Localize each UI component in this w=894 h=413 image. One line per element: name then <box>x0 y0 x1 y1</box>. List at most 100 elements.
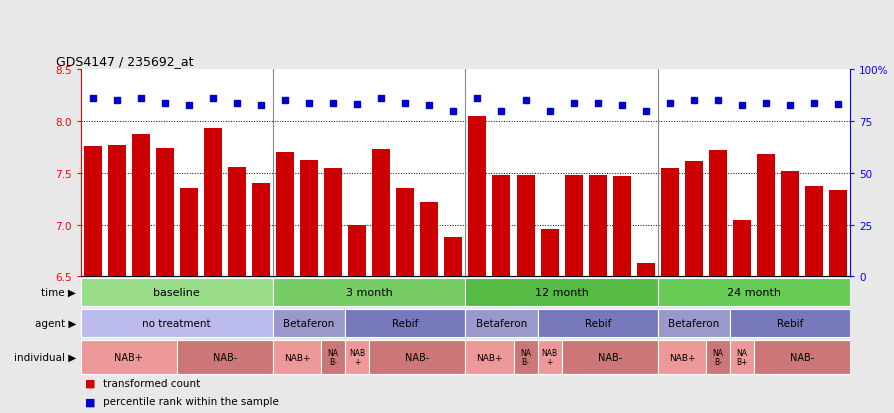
Bar <box>657 340 705 374</box>
Bar <box>465 278 657 306</box>
Bar <box>537 340 561 374</box>
Bar <box>80 340 177 374</box>
Bar <box>465 309 537 337</box>
Text: Betaferon: Betaferon <box>0 412 1 413</box>
Text: NAB+: NAB+ <box>0 412 1 413</box>
Bar <box>156 149 173 277</box>
Bar <box>273 309 345 337</box>
Bar <box>588 176 606 277</box>
Bar <box>660 168 679 277</box>
Text: no treatment: no treatment <box>0 412 1 413</box>
Bar <box>321 340 345 374</box>
Text: NA
B-: NA B- <box>0 412 1 413</box>
Text: GDS4147 / 235692_at: GDS4147 / 235692_at <box>56 55 194 68</box>
Bar <box>299 161 317 277</box>
Bar <box>540 229 558 277</box>
Bar <box>537 309 657 337</box>
Text: baseline: baseline <box>0 412 1 413</box>
Bar <box>492 176 510 277</box>
Bar <box>251 184 270 277</box>
Bar <box>368 340 465 374</box>
Bar <box>805 187 822 277</box>
Text: 24 month: 24 month <box>726 287 780 297</box>
Text: NAB+: NAB+ <box>668 353 695 362</box>
Bar <box>80 278 273 306</box>
Bar <box>753 340 849 374</box>
Text: NAB
+: NAB + <box>0 412 1 413</box>
Text: Rebif: Rebif <box>776 318 803 328</box>
Text: NAB+: NAB+ <box>0 412 1 413</box>
Text: percentile rank within the sample: percentile rank within the sample <box>103 396 279 406</box>
Bar <box>657 340 705 374</box>
Text: time ▶: time ▶ <box>41 287 76 297</box>
Bar <box>705 340 730 374</box>
Bar <box>80 278 273 306</box>
Text: ■: ■ <box>85 378 96 388</box>
Bar <box>636 263 654 277</box>
Bar <box>465 309 537 337</box>
Text: Betaferon: Betaferon <box>0 412 1 413</box>
Bar <box>345 340 369 374</box>
Bar <box>561 340 657 374</box>
Text: Rebif: Rebif <box>392 318 418 328</box>
Bar <box>372 150 390 277</box>
Bar <box>80 309 273 337</box>
Text: 24 month: 24 month <box>0 412 1 413</box>
Bar <box>730 309 849 337</box>
Bar <box>420 202 438 277</box>
Bar <box>177 340 273 374</box>
Bar <box>828 191 847 277</box>
Bar <box>468 116 486 277</box>
Text: 3 month: 3 month <box>0 412 1 413</box>
Bar <box>345 309 465 337</box>
Bar <box>684 162 702 277</box>
Text: NAB-: NAB- <box>0 412 1 413</box>
Bar <box>80 309 273 337</box>
Bar <box>708 151 726 277</box>
Text: NAB-: NAB- <box>405 352 429 362</box>
Text: Rebif: Rebif <box>0 412 1 413</box>
Text: Betaferon: Betaferon <box>476 318 527 328</box>
Bar <box>705 340 730 374</box>
Bar <box>780 171 798 277</box>
Text: NAB
+: NAB + <box>0 412 1 413</box>
Text: NAB-: NAB- <box>0 412 1 413</box>
Bar <box>273 278 465 306</box>
Text: NA
B-: NA B- <box>712 349 722 366</box>
Text: Rebif: Rebif <box>0 412 1 413</box>
Text: NAB+: NAB+ <box>114 352 143 362</box>
Text: agent ▶: agent ▶ <box>0 412 1 413</box>
Text: 3 month: 3 month <box>345 287 392 297</box>
Bar <box>273 278 465 306</box>
Text: Betaferon: Betaferon <box>283 318 334 328</box>
Text: NA
B-: NA B- <box>0 412 1 413</box>
Text: time ▶: time ▶ <box>0 412 1 413</box>
Bar <box>83 147 102 277</box>
Bar <box>657 309 730 337</box>
Bar <box>537 340 561 374</box>
Text: 12 month: 12 month <box>534 287 588 297</box>
Text: Betaferon: Betaferon <box>668 318 719 328</box>
Bar <box>80 340 177 374</box>
Bar <box>657 278 849 306</box>
Bar <box>345 340 369 374</box>
Text: individual ▶: individual ▶ <box>0 412 1 413</box>
Text: 12 month: 12 month <box>0 412 1 413</box>
Bar <box>180 189 198 277</box>
Text: agent ▶: agent ▶ <box>35 318 76 328</box>
Bar <box>730 309 849 337</box>
Text: NAB+: NAB+ <box>283 353 310 362</box>
Text: no treatment: no treatment <box>142 318 211 328</box>
Text: NA
B-: NA B- <box>519 349 530 366</box>
Bar <box>753 340 849 374</box>
Bar <box>465 340 513 374</box>
Text: Rebif: Rebif <box>584 318 611 328</box>
Bar <box>561 340 657 374</box>
Text: NAB-: NAB- <box>213 352 237 362</box>
Bar <box>657 309 730 337</box>
Text: NA
B-: NA B- <box>327 349 338 366</box>
Text: NAB+: NAB+ <box>476 353 502 362</box>
Bar <box>657 278 849 306</box>
Text: NA
B-: NA B- <box>0 412 1 413</box>
Text: NAB+: NAB+ <box>0 412 1 413</box>
